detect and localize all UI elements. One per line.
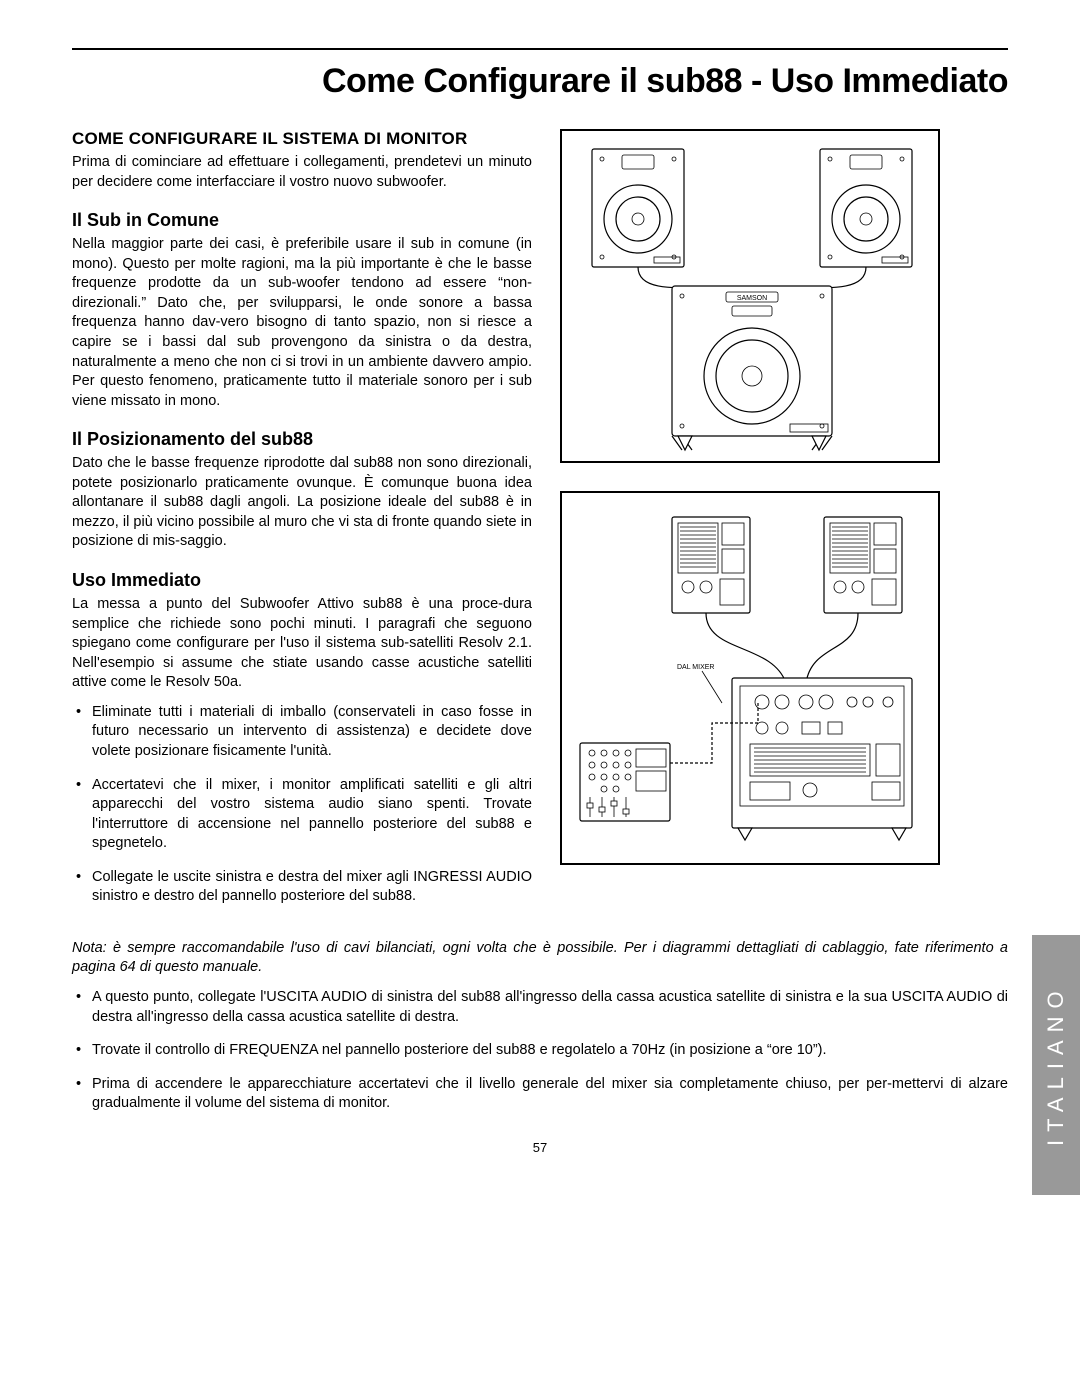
list-item: Trovate il controllo di FREQUENZA nel pa… xyxy=(72,1041,1008,1061)
diagram-rear-wiring: DAL MIXER xyxy=(560,491,940,865)
two-column-layout: COME CONFIGURARE IL SISTEMA DI MONITOR P… xyxy=(72,129,1008,921)
diagram-speakers-front: SAMSON xyxy=(560,129,940,463)
bullets-full-width: A questo punto, collegate l'USCITA AUDIO… xyxy=(72,988,1008,1114)
top-rule xyxy=(72,48,1008,50)
list-item: A questo punto, collegate l'USCITA AUDIO… xyxy=(72,988,1008,1027)
list-item: Collegate le uscite sinistra e destra de… xyxy=(72,868,532,907)
bullets-left: Eliminate tutti i materiali di imballo (… xyxy=(72,703,532,907)
list-item: Accertatevi che il mixer, i monitor ampl… xyxy=(72,776,532,854)
label-dal-mixer: DAL MIXER xyxy=(677,664,714,671)
right-column: SAMSON xyxy=(560,129,940,865)
language-tab: ITALIANO xyxy=(1032,935,1080,1195)
note-text: Nota: è sempre raccomandabile l'uso di c… xyxy=(72,939,1008,978)
page-number: 57 xyxy=(72,1140,1008,1155)
heading-posizionamento: Il Posizionamento del sub88 xyxy=(72,429,532,450)
brand-label: SAMSON xyxy=(737,295,767,302)
left-column: COME CONFIGURARE IL SISTEMA DI MONITOR P… xyxy=(72,129,532,921)
page-title: Come Configurare il sub88 - Uso Immediat… xyxy=(72,62,1008,101)
heading-uso-immediato: Uso Immediato xyxy=(72,570,532,591)
setup-intro: Prima di cominciare ad effettuare i coll… xyxy=(72,153,532,192)
posizionamento-body: Dato che le basse frequenze riprodotte d… xyxy=(72,454,532,552)
heading-sub-comune: Il Sub in Comune xyxy=(72,210,532,231)
sub-comune-body: Nella maggior parte dei casi, è preferib… xyxy=(72,235,532,411)
list-item: Prima di accendere le apparecchiature ac… xyxy=(72,1075,1008,1114)
uso-intro: La messa a punto del Subwoofer Attivo su… xyxy=(72,595,532,693)
list-item: Eliminate tutti i materiali di imballo (… xyxy=(72,703,532,762)
heading-setup: COME CONFIGURARE IL SISTEMA DI MONITOR xyxy=(72,129,532,149)
